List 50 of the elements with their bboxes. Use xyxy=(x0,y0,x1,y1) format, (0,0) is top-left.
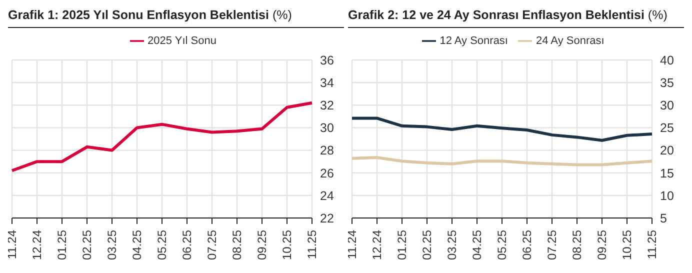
y-tick-label: 25 xyxy=(660,121,674,136)
y-tick-label: 36 xyxy=(320,53,334,68)
y-tick-label: 35 xyxy=(660,76,674,90)
x-tick-label: 04.25 xyxy=(470,230,484,260)
x-tick-label: 03.25 xyxy=(445,230,459,260)
x-tick-label: 06.25 xyxy=(520,230,534,260)
y-tick-label: 34 xyxy=(320,76,334,90)
y-axis-title: (%) xyxy=(271,8,292,22)
x-tick-label: 03.25 xyxy=(105,230,119,260)
y-tick-label: 10 xyxy=(660,188,674,203)
y-tick-label: 40 xyxy=(660,53,674,68)
x-tick-label: 07.25 xyxy=(205,230,219,260)
x-tick-label: 05.25 xyxy=(155,230,169,260)
y-tick-label: 28 xyxy=(320,144,334,158)
x-tick-label: 01.25 xyxy=(395,230,409,260)
x-tick-label: 10.25 xyxy=(620,230,634,260)
chart-title: Grafik 2: 12 ve 24 Ay Sonrası Enflasyon Beklentisi xyxy=(348,8,644,22)
x-tick-label: 04.25 xyxy=(130,230,144,260)
x-tick-label: 12.24 xyxy=(370,230,384,260)
x-tick-label: 08.25 xyxy=(230,230,244,260)
x-tick-label: 09.25 xyxy=(595,230,609,260)
line-series xyxy=(350,116,654,142)
x-tick-label: 12.24 xyxy=(30,230,44,260)
x-tick-label: 09.25 xyxy=(255,230,269,260)
x-tick-label: 06.25 xyxy=(180,230,194,260)
x-tick-label: 11.25 xyxy=(645,230,659,260)
y-tick-label: 30 xyxy=(660,98,674,113)
x-tick-label: 07.25 xyxy=(545,230,559,260)
y-tick-label: 26 xyxy=(320,166,334,180)
y-axis-title: (%) xyxy=(646,8,668,22)
y-tick-label: 20 xyxy=(660,144,674,158)
x-tick-label: 11.25 xyxy=(305,230,319,260)
legend-label: 2025 Yıl Sonu xyxy=(148,34,216,47)
y-tick-label: 22 xyxy=(320,211,334,226)
line-series xyxy=(350,156,654,166)
x-tick-label: 02.25 xyxy=(80,230,94,260)
y-tick-label: 30 xyxy=(320,121,334,136)
x-tick-label: 10.25 xyxy=(280,230,294,260)
y-tick-label: 15 xyxy=(660,166,674,180)
x-tick-label: 02.25 xyxy=(420,230,434,260)
chart-title: Grafik 1: 2025 Yıl Sonu Enflasyon Beklentisi xyxy=(8,8,269,22)
y-tick-label: 32 xyxy=(320,98,334,113)
y-tick-label: 24 xyxy=(320,188,334,203)
line-series xyxy=(10,101,314,172)
x-tick-label: 01.25 xyxy=(55,230,69,260)
legend-label: 12 Ay Sonrası xyxy=(440,34,508,47)
x-tick-label: 05.25 xyxy=(495,230,509,260)
y-tick-label: 5 xyxy=(660,211,667,226)
legend-label: 24 Ay Sonrası xyxy=(536,34,604,47)
x-tick-label: 08.25 xyxy=(570,230,584,260)
